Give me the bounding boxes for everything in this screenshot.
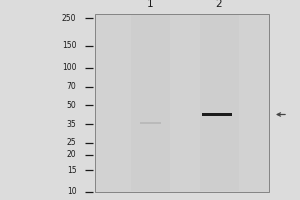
Text: 15: 15 xyxy=(67,166,76,175)
Text: 1: 1 xyxy=(147,0,153,9)
Text: 70: 70 xyxy=(67,82,76,91)
Text: 50: 50 xyxy=(67,101,76,110)
Text: 35: 35 xyxy=(67,120,76,129)
Text: 20: 20 xyxy=(67,150,76,159)
Text: 150: 150 xyxy=(62,41,76,50)
Text: 100: 100 xyxy=(62,63,76,72)
Text: 250: 250 xyxy=(62,14,76,23)
Bar xyxy=(94,14,268,192)
Bar xyxy=(202,113,232,116)
Bar xyxy=(140,122,160,124)
Bar xyxy=(130,15,170,191)
Bar xyxy=(200,15,238,191)
Text: 2: 2 xyxy=(216,0,222,9)
Text: 25: 25 xyxy=(67,138,76,147)
Text: 10: 10 xyxy=(67,188,76,196)
